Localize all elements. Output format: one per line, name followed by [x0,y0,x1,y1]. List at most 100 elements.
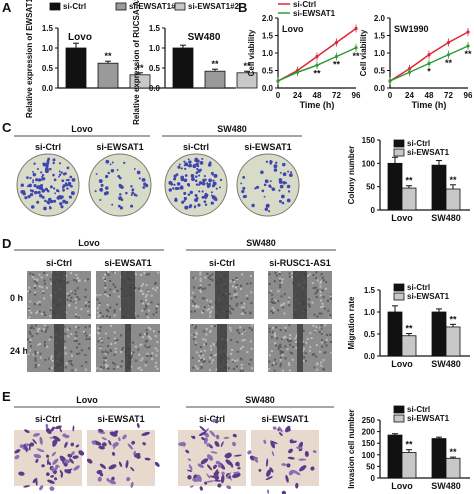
wound-texture [324,324,327,327]
wound-texture [243,312,246,315]
colony-dot [183,160,186,163]
colony-dot [286,198,291,203]
invasion-cell [99,463,107,469]
wound-texture [64,332,67,335]
wound-texture [156,305,159,308]
wound-texture [112,271,115,274]
b-lovo-ytick-label: 1.0 [262,49,274,58]
b-lovo-xtick-label: 72 [332,91,341,100]
wound-texture [193,310,196,313]
wound-texture [29,349,32,352]
invasion-cell [109,431,118,437]
colony-dot [22,192,26,196]
invasion-cell [287,456,295,460]
wound-texture [287,340,290,343]
colony-dot [265,160,269,163]
colony-dot [256,185,260,189]
wound-texture [102,366,105,369]
wound-texture [273,333,276,336]
wound-texture [155,361,158,364]
wound-texture [134,273,137,276]
b-sw1990-sig: ** [464,49,472,59]
wound-texture [107,274,110,277]
wound-texture [204,276,207,279]
wound-texture [130,355,133,358]
wound-texture [76,287,79,290]
wound-texture [29,272,32,275]
wound-texture [230,297,233,300]
wound-texture [82,330,85,333]
wound-texture [114,342,117,345]
wound-texture [146,346,149,349]
colony-dot [263,195,266,198]
wound-texture [28,290,31,293]
wound-texture [44,314,47,317]
invasion-cell [217,463,222,468]
invasion-cell [73,465,80,471]
colony-dot [58,175,60,178]
wound-texture [302,359,305,362]
wound-texture [70,359,73,362]
d-legend-item-label: si-Ctrl [407,283,430,292]
wound-texture [283,312,286,315]
wound-texture [320,273,323,276]
wound-texture [279,345,282,348]
invasion-cell [78,450,85,456]
colony-dot [180,185,183,188]
invasion-cell [127,443,134,450]
wound-texture [281,337,284,340]
b-lovo-ytick-label: 0.5 [262,67,274,76]
wound-texture [113,309,116,312]
invasion-cell [35,458,39,463]
colony-dot [184,174,188,177]
wound-texture [228,310,231,313]
wound-texture [88,300,91,303]
colony-dot [111,203,114,206]
wound-texture [101,341,104,344]
e-sig: ** [405,440,413,450]
wound-texture [310,337,313,340]
wound-texture [46,286,49,289]
invasion-cell [220,474,225,484]
colony-dot [67,178,70,182]
wound-texture [107,310,110,313]
wound-texture [84,288,87,291]
wound-texture [70,290,73,293]
wound-texture [49,309,52,312]
wound-texture [105,315,108,318]
colony-dot [210,171,214,175]
d-col-label: si-Ctrl [46,258,72,268]
wound-texture [199,279,202,282]
wound-texture [29,345,32,348]
wound-texture [100,338,103,341]
wound-texture [139,344,142,347]
wound-texture [200,359,203,362]
a-sw480-title: SW480 [188,32,221,43]
colony-dot [29,176,32,180]
wound-texture [73,339,76,342]
invasion-cell [67,453,73,458]
wound-texture [268,283,271,286]
wound-texture [282,351,285,354]
wound-texture [104,350,107,353]
wound-texture [43,279,46,282]
invasion-cell [292,469,301,476]
invasion-cell [28,444,31,451]
wound-texture [42,290,45,293]
wound-texture [240,288,243,291]
wound-texture [88,347,91,350]
wound-texture [271,364,274,367]
wound-texture [149,354,152,357]
wound-texture [140,284,143,287]
wound-texture [38,310,41,313]
invasion-cell [96,469,103,475]
colony-dot [273,164,278,169]
wound-texture [85,361,88,364]
wound-texture [144,364,147,367]
wound-texture [284,357,287,360]
wound-texture [279,284,282,287]
wound-texture [85,334,88,337]
colony-dot [193,206,196,209]
invasion-cell [223,436,230,439]
wound-texture [250,328,253,331]
